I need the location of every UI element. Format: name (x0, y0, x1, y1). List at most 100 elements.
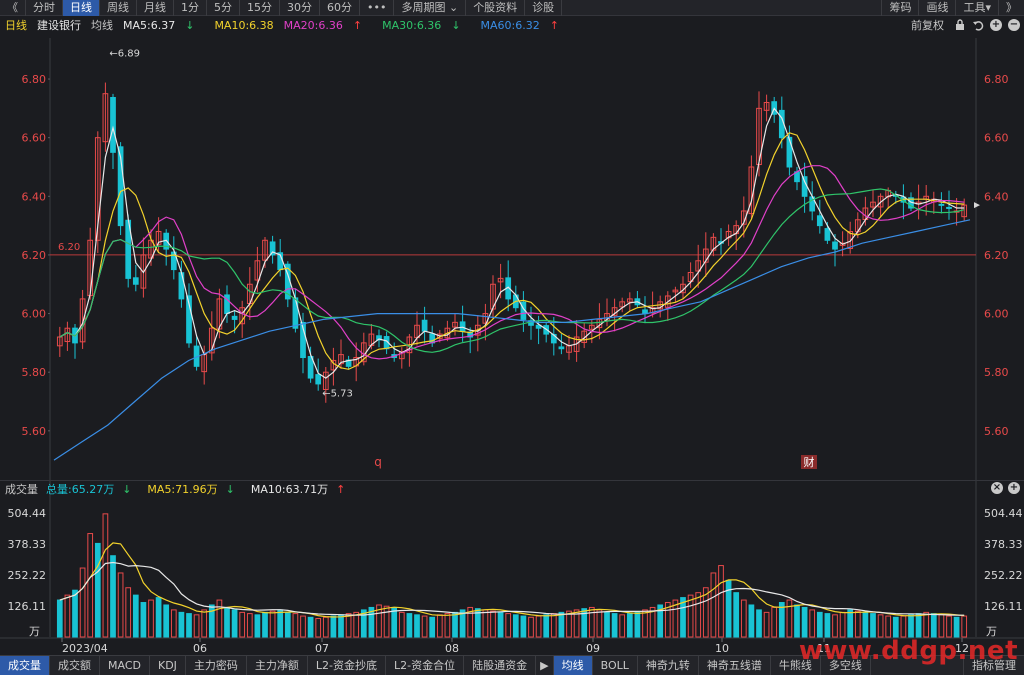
period-tab-weekly[interactable]: 周线 (100, 0, 137, 16)
tab-bull-bear[interactable]: 牛熊线 (771, 655, 821, 675)
tab-magic-five[interactable]: 神奇五线谱 (699, 655, 771, 675)
period-tab-5min[interactable]: 5分 (207, 0, 240, 16)
candle-body (254, 260, 261, 281)
volume-bar (72, 589, 78, 638)
candle-body (140, 254, 147, 289)
volume-bar (155, 597, 162, 638)
candle-body (322, 371, 329, 390)
volume-ma5-arrow-icon: ↓ (225, 482, 235, 496)
zoom-in-icon[interactable]: + (1008, 482, 1020, 494)
event-marker-finance: 财 (804, 455, 815, 469)
lock-icon[interactable] (954, 19, 966, 31)
reference-label: 6.20 (58, 242, 80, 253)
time-axis-label: 10 (715, 642, 729, 655)
indicator-manage-button[interactable]: 指标管理 (963, 655, 1024, 675)
price-tick-left: 6.20 (22, 249, 47, 262)
volume-tick-left: 504.44 (8, 507, 47, 520)
collapse-icon[interactable]: 》 (998, 0, 1024, 16)
chips-button[interactable]: 筹码 (881, 0, 918, 16)
multi-period-button[interactable]: 多周期图 ⌄ (394, 0, 467, 16)
period-tab-30min[interactable]: 30分 (280, 0, 320, 16)
candle-body (94, 137, 101, 241)
volume-bar (459, 609, 466, 638)
kline-chart[interactable]: 6.80 6.80 6.60 6.60 6.40 6.40 6.20 6.20 6.00 6.00… (0, 34, 1024, 655)
indicator-tab-bar: 成交量 成交额 MACD KDJ 主力密码 主力净额 L2-资金抄底 L2-资金… (0, 655, 1024, 675)
back-icon[interactable]: 《 (0, 0, 26, 16)
tab-l2-position[interactable]: L2-资金合位 (386, 655, 465, 675)
adjust-button[interactable]: 前复权 (911, 19, 944, 32)
volume-bar (444, 613, 451, 638)
candle-body (178, 272, 185, 300)
volume-bar (231, 609, 238, 638)
volume-bar (186, 613, 192, 638)
volume-bar (588, 606, 595, 638)
more-periods-button[interactable]: ••• (360, 0, 395, 16)
tab-macd[interactable]: MACD (100, 655, 150, 675)
time-axis-label: 09 (586, 642, 600, 655)
draw-line-button[interactable]: 画线 (918, 0, 955, 16)
tab-turnover[interactable]: 成交额 (50, 655, 100, 675)
multi-period-label: 多周期图 (401, 0, 446, 14)
price-tick-right: 6.60 (984, 132, 1009, 145)
volume-bar (664, 602, 671, 638)
volume-bar (626, 613, 633, 638)
volume-bar (520, 615, 527, 638)
volume-bar (847, 609, 854, 638)
volume-bar (649, 606, 656, 638)
volume-bar (573, 609, 580, 638)
price-tick-right: 6.80 (984, 73, 1009, 86)
ma-label[interactable]: 均线 (91, 19, 113, 32)
volume-bar (482, 609, 489, 638)
tab-l2-bottom[interactable]: L2-资金抄底 (308, 655, 387, 675)
tab-volume[interactable]: 成交量 (0, 655, 50, 675)
caret-down-icon: ▾ (985, 1, 991, 14)
ma30-line (59, 188, 965, 353)
volume-bar (414, 614, 420, 638)
period-tab-intraday[interactable]: 分时 (26, 0, 63, 16)
zoom-in-icon[interactable]: + (990, 19, 1002, 31)
volume-ma5: MA5:71.96万 (147, 482, 218, 496)
candle-body (649, 307, 656, 314)
tab-kdj[interactable]: KDJ (150, 655, 186, 675)
period-tab-daily[interactable]: 日线 (63, 0, 100, 16)
period-tab-60min[interactable]: 60分 (320, 0, 360, 16)
candle-body (102, 93, 109, 143)
price-tick-left: 5.60 (22, 425, 47, 438)
volume-bar (801, 606, 808, 638)
volume-bar (923, 611, 930, 638)
candle-body (832, 241, 838, 250)
tab-scroll-right-icon[interactable]: ▶ (536, 655, 554, 675)
volume-bar (436, 614, 443, 638)
tab-main-net[interactable]: 主力净额 (247, 655, 308, 675)
ma30-readout: MA30:6.36 ↓ (382, 19, 470, 32)
volume-bar (961, 615, 968, 638)
period-tab-1min[interactable]: 1分 (174, 0, 207, 16)
candle-body (307, 356, 314, 379)
stock-info-button[interactable]: 个股资料 (466, 0, 526, 16)
candle-body (376, 335, 382, 341)
volume-bar (474, 608, 481, 638)
price-tick-left: 6.00 (22, 308, 47, 321)
diagnose-button[interactable]: 诊股 (525, 0, 563, 16)
tools-button[interactable]: 工具▾ (955, 0, 998, 16)
zoom-out-icon[interactable]: − (1008, 19, 1020, 31)
volume-unit-right: 万 (986, 625, 997, 638)
price-tick-left: 5.80 (22, 366, 47, 379)
tab-long-short[interactable]: 多空线 (821, 655, 871, 675)
tab-northbound[interactable]: 陆股通资金 (464, 655, 537, 675)
period-tab-15min[interactable]: 15分 (240, 0, 280, 16)
volume-bar (854, 610, 861, 638)
volume-bar (345, 613, 352, 638)
tab-main-code[interactable]: 主力密码 (186, 655, 247, 675)
time-axis-label: 06 (193, 642, 207, 655)
close-icon[interactable]: × (991, 482, 1003, 494)
period-tab-monthly[interactable]: 月线 (137, 0, 174, 16)
price-tick-right: 6.40 (984, 190, 1009, 203)
tab-ma[interactable]: 均线 (553, 655, 593, 675)
price-tick-right: 5.80 (984, 366, 1009, 379)
tab-magic-nine[interactable]: 神奇九转 (638, 655, 699, 675)
tab-boll[interactable]: BOLL (593, 655, 638, 675)
volume-total: 总量:65.27万 (46, 482, 115, 496)
candle-body (877, 195, 884, 208)
undo-icon[interactable] (972, 19, 984, 31)
